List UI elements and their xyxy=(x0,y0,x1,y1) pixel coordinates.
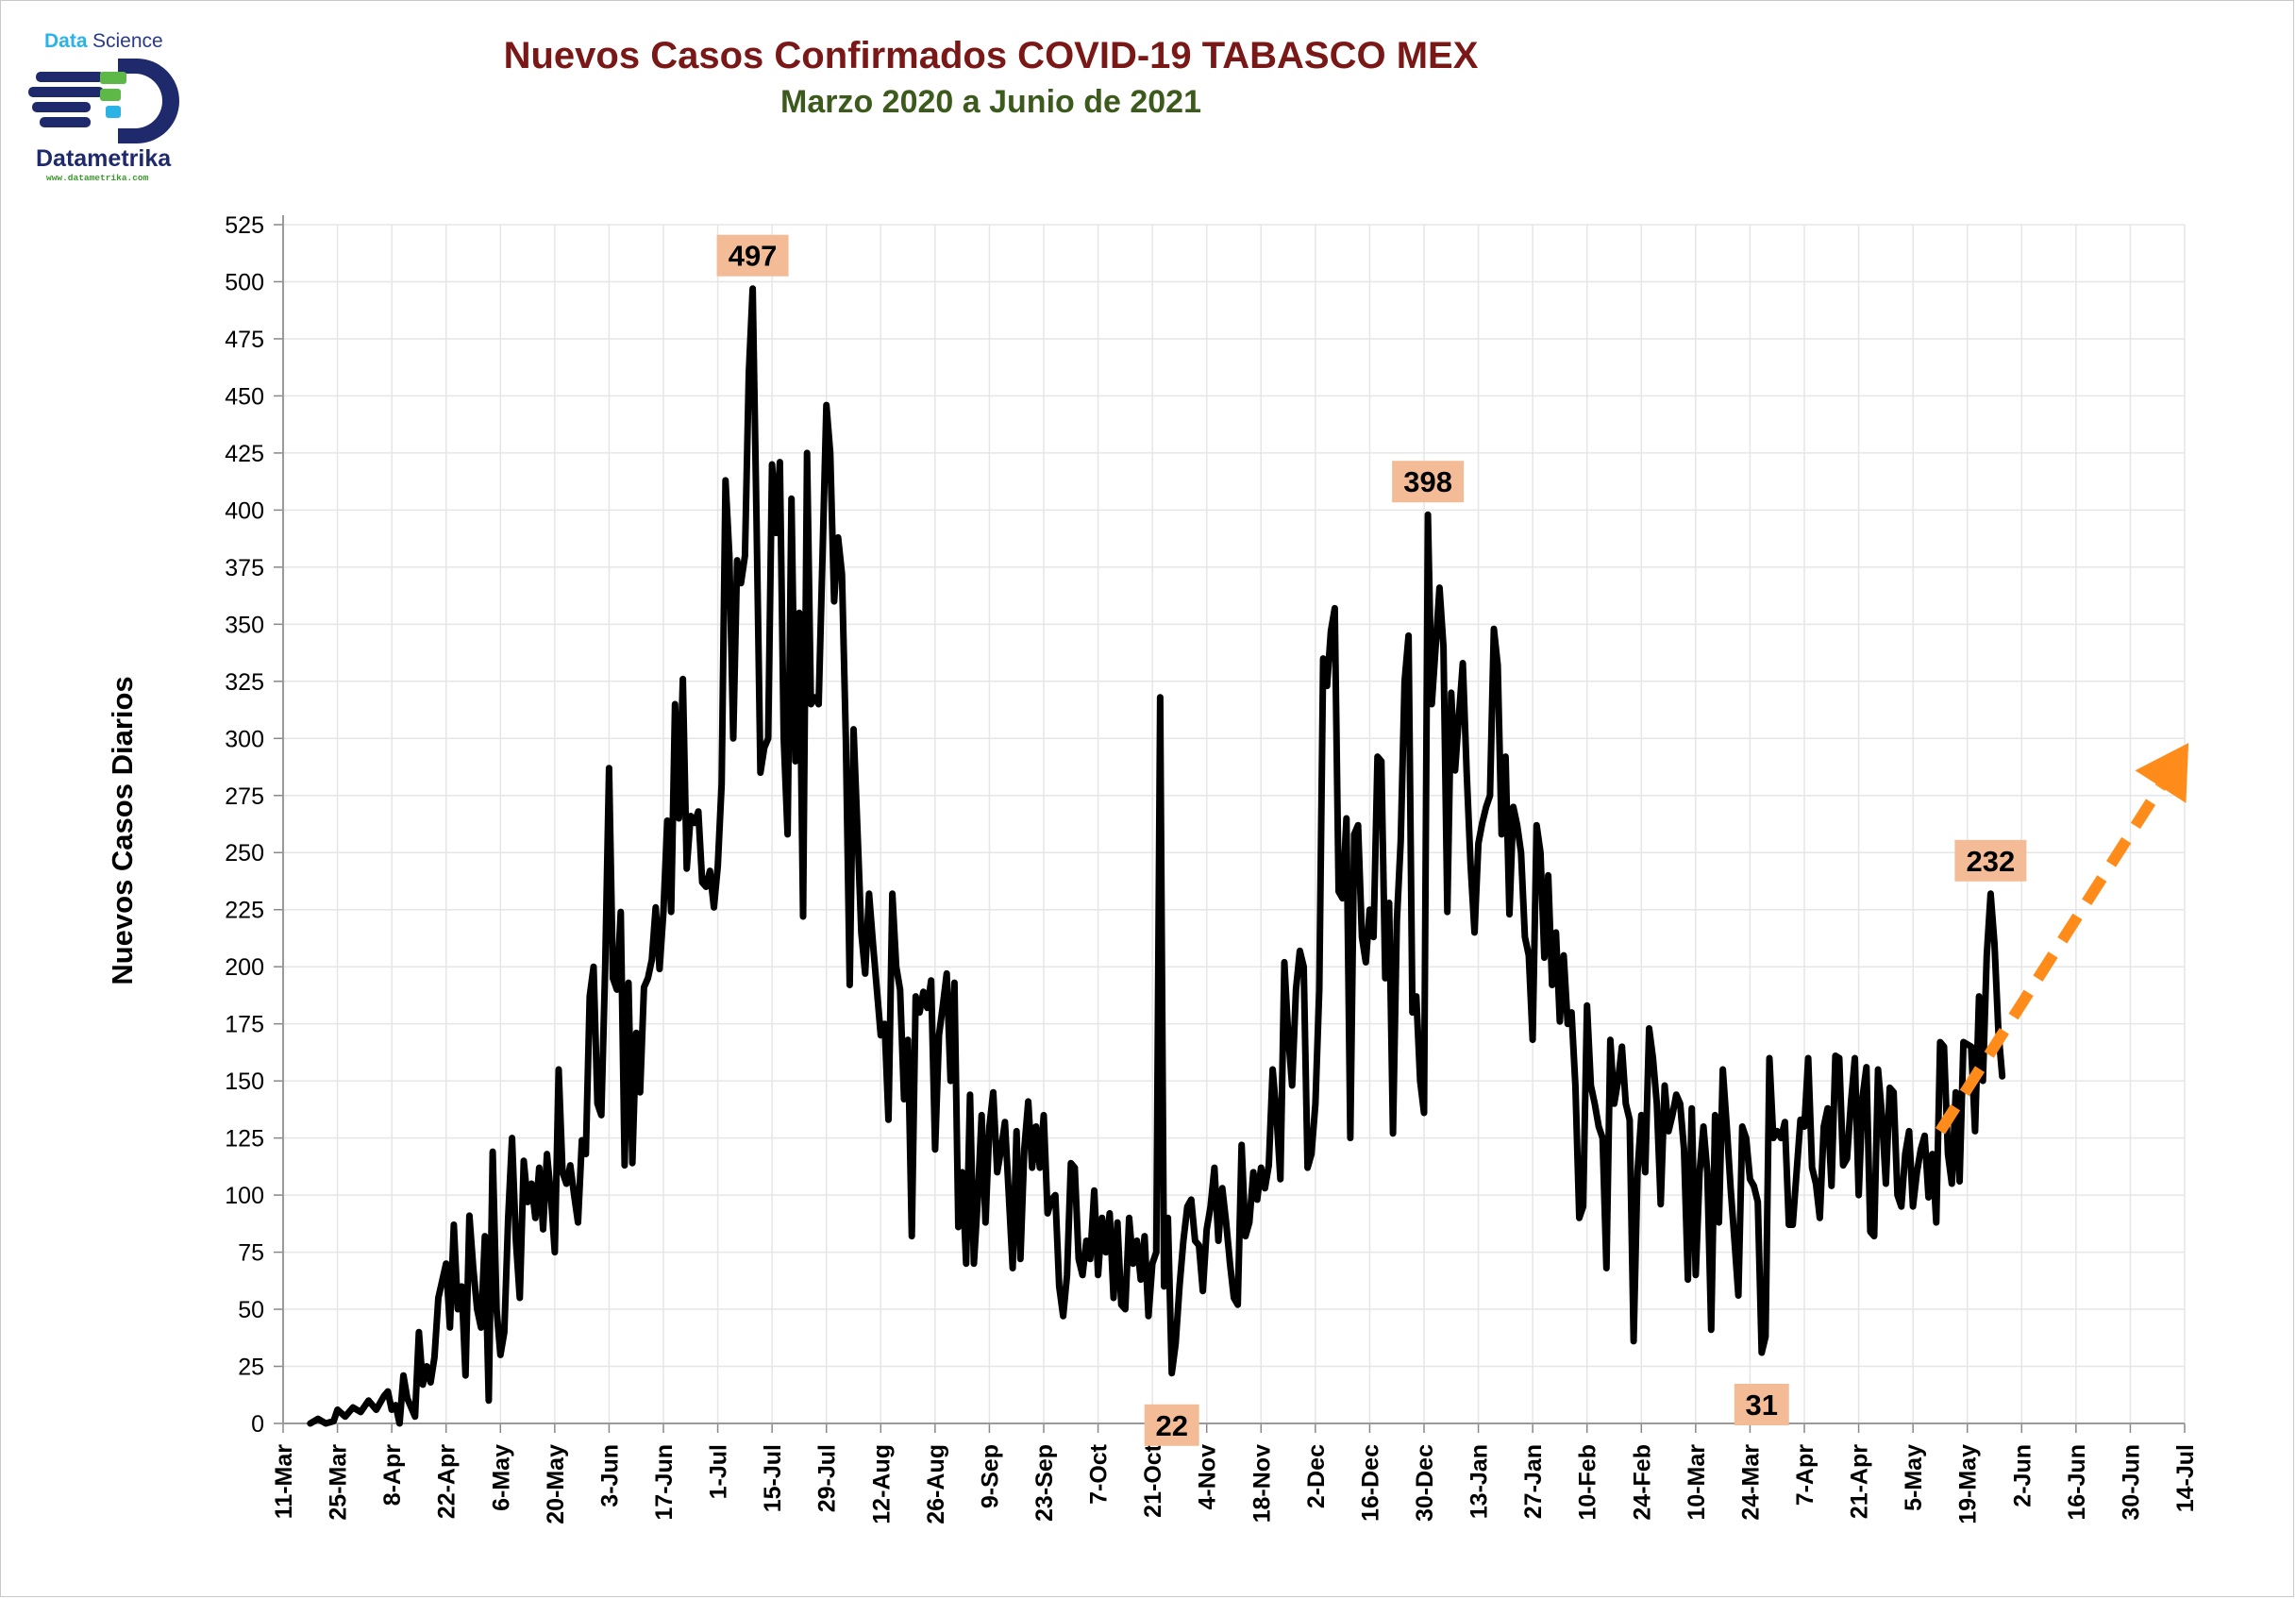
annotation-box xyxy=(716,234,789,277)
x-tick-label: 12-Aug xyxy=(868,1444,895,1524)
x-tick-label: 22-Apr xyxy=(434,1444,461,1519)
y-tick-label: 325 xyxy=(225,669,264,696)
x-tick-label: 13-Jan xyxy=(1466,1444,1493,1519)
y-axis-label: Nuevos Casos Diarios xyxy=(106,676,139,985)
logo-text-science: Science xyxy=(92,30,163,52)
x-tick-label: 4-Nov xyxy=(1195,1444,1221,1510)
x-tick-label: 24-Feb xyxy=(1629,1444,1655,1521)
datametrika-logo-graphic: Data Science Datametrika www.datametrika… xyxy=(28,30,179,183)
logo-url-text: www.datametrika.com xyxy=(46,173,149,183)
trend-arrow xyxy=(1935,743,2189,1135)
annotation-box xyxy=(1954,839,2027,882)
y-tick-label: 250 xyxy=(225,840,264,867)
x-tick-label: 20-May xyxy=(543,1444,569,1524)
x-tick-label: 6-May xyxy=(488,1444,514,1511)
trend-arrow-head xyxy=(2135,743,2189,803)
x-tick-label: 27-Jan xyxy=(1520,1444,1547,1519)
x-tick-label: 18-Nov xyxy=(1249,1444,1275,1523)
x-tick-label: 29-Jul xyxy=(814,1444,841,1512)
y-tick-label: 275 xyxy=(225,783,264,810)
y-tick-label: 25 xyxy=(238,1355,264,1381)
y-tick-label: 475 xyxy=(225,327,264,353)
x-tick-label: 2-Dec xyxy=(1303,1444,1330,1508)
y-tick-label: 450 xyxy=(225,383,264,410)
grid-lines xyxy=(282,224,2186,1424)
y-tick-label: 175 xyxy=(225,1012,264,1038)
annotation-box xyxy=(1392,461,1465,503)
x-tick-label: 23-Sep xyxy=(1031,1444,1058,1522)
logo-brand-text: Datametrika xyxy=(36,145,172,172)
y-tick-label: 200 xyxy=(225,954,264,981)
annotation-box xyxy=(1734,1384,1789,1426)
y-tick-label: 225 xyxy=(225,898,264,924)
x-tick-label: 2-Jun xyxy=(2009,1444,2036,1507)
y-tick-label: 100 xyxy=(225,1183,264,1209)
y-tick-label: 75 xyxy=(238,1240,264,1267)
chart-subtitle: Marzo 2020 a Junio de 2021 xyxy=(780,84,1201,120)
y-tick-label: 50 xyxy=(238,1297,264,1323)
x-tick-label: 30-Dec xyxy=(1412,1444,1438,1522)
x-tick-label: 24-Mar xyxy=(1737,1444,1764,1521)
x-tick-label: 25-Mar xyxy=(326,1444,352,1521)
x-tick-label: 21-Oct xyxy=(1140,1443,1166,1517)
x-tick-labels: 11-Mar 25-Mar 8-Apr 22-Apr 6-May 20-May 3-Jun 1… xyxy=(271,1443,2199,1523)
y-tick-label: 350 xyxy=(225,612,264,638)
annotation-label: 232 xyxy=(1967,845,2016,878)
x-tick-label: 19-May xyxy=(1955,1444,1982,1524)
x-tick-label: 3-Jun xyxy=(596,1444,623,1507)
x-tick-label: 11-Mar xyxy=(271,1444,297,1519)
y-tick-label: 425 xyxy=(225,441,264,467)
x-tick-label: 16-Jun xyxy=(2064,1444,2090,1521)
y-tick-label: 300 xyxy=(225,726,264,752)
axes xyxy=(274,215,2186,1433)
x-tick-label: 16-Dec xyxy=(1357,1444,1383,1522)
series xyxy=(307,285,2006,1427)
x-tick-label: 8-Apr xyxy=(379,1444,406,1506)
x-tick-label: 30-Jun xyxy=(2118,1444,2144,1521)
x-tick-label: 7-Oct xyxy=(1086,1443,1113,1505)
annotations: 497 22 398 31 232 xyxy=(716,234,2027,1446)
x-tick-label: 9-Sep xyxy=(977,1444,1003,1508)
trend-arrow-shaft xyxy=(1935,783,2166,1135)
x-tick-label: 10-Mar xyxy=(1684,1444,1710,1521)
y-tick-label: 125 xyxy=(225,1126,264,1153)
y-tick-labels: 0 25 50 75 100 125 150 175 200 225 250 275 300 325 350… xyxy=(225,212,264,1438)
x-tick-label: 15-Jul xyxy=(760,1444,786,1512)
annotation-label: 497 xyxy=(729,240,778,273)
series-line-daily-cases xyxy=(307,285,2006,1427)
x-tick-label: 17-Jun xyxy=(651,1444,678,1521)
y-tick-label: 150 xyxy=(225,1069,264,1095)
x-tick-label: 14-Jul xyxy=(2172,1444,2199,1512)
annotation-label: 398 xyxy=(1403,465,1452,498)
y-tick-label: 525 xyxy=(225,212,264,239)
y-tick-label: 400 xyxy=(225,497,264,524)
x-tick-label: 7-Apr xyxy=(1792,1444,1818,1506)
annotation-label: 31 xyxy=(1746,1389,1778,1422)
x-tick-label: 5-May xyxy=(1901,1444,1927,1511)
y-tick-label: 0 xyxy=(251,1411,264,1438)
annotation-label: 22 xyxy=(1155,1409,1187,1442)
logo-text-data: Data xyxy=(44,30,88,52)
x-tick-label: 1-Jul xyxy=(706,1444,732,1499)
x-tick-label: 21-Apr xyxy=(1847,1444,1873,1519)
x-tick-label: 10-Feb xyxy=(1575,1444,1601,1521)
annotation-box xyxy=(1144,1404,1199,1446)
chart-title: Nuevos Casos Confirmados COVID-19 TABASC… xyxy=(504,35,1479,76)
x-tick-label: 26-Aug xyxy=(923,1444,949,1524)
y-tick-label: 375 xyxy=(225,555,264,581)
y-tick-label: 500 xyxy=(225,269,264,295)
datametrika-logo: Data Science Datametrika www.datametrika… xyxy=(28,26,193,192)
